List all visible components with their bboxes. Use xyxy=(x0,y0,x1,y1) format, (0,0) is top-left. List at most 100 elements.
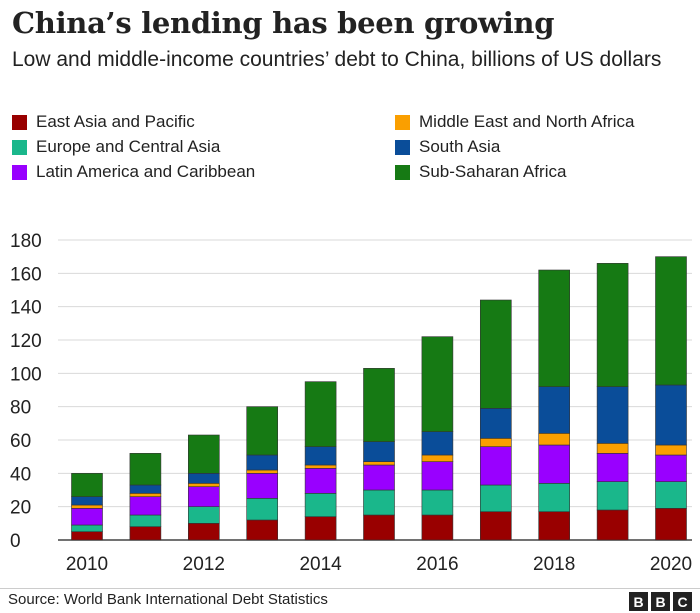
legend-item: East Asia and Pacific xyxy=(12,112,195,132)
bar-segment xyxy=(538,269,571,387)
legend-swatch xyxy=(395,114,410,130)
legend-item: Sub-Saharan Africa xyxy=(395,162,566,182)
bar-segment xyxy=(479,484,512,512)
bar-segment xyxy=(655,256,687,386)
bar-segment xyxy=(479,511,512,541)
legend-label: Latin America and Caribbean xyxy=(36,162,256,181)
bar-segment xyxy=(596,453,629,482)
bar-segment xyxy=(246,473,278,499)
bar-segment xyxy=(421,489,454,516)
bbc-logo-letter: C xyxy=(673,592,692,611)
bar-segment xyxy=(538,483,571,512)
bar-segment xyxy=(246,469,278,474)
bar-segment xyxy=(538,444,571,484)
bar-segment xyxy=(421,454,454,462)
bbc-logo-letter: B xyxy=(629,592,648,611)
y-tick-label: 0 xyxy=(10,531,21,552)
bar-segment xyxy=(363,461,395,466)
bar-segment xyxy=(538,386,571,434)
bar-segment xyxy=(129,484,162,494)
bar-segment xyxy=(304,468,337,494)
footer-divider xyxy=(0,588,700,589)
bar-segment xyxy=(421,431,454,456)
bar-segment xyxy=(129,496,162,516)
bar-segment xyxy=(246,519,278,541)
legend-item: Europe and Central Asia xyxy=(12,137,220,157)
bar-segment xyxy=(538,433,571,446)
chart-subtitle: Low and middle-income countries’ debt to… xyxy=(12,48,662,71)
legend-swatch xyxy=(12,164,27,180)
y-tick-label: 140 xyxy=(10,298,42,319)
y-tick-label: 160 xyxy=(10,264,42,285)
bar-segment xyxy=(363,441,395,462)
chart-title: China’s lending has been growing xyxy=(12,6,555,40)
x-tick-label: 2010 xyxy=(66,554,108,575)
bar-segment xyxy=(363,368,395,442)
bar-segment xyxy=(129,493,162,497)
bar-segment xyxy=(71,531,103,541)
legend-label: Sub-Saharan Africa xyxy=(419,162,567,181)
legend-label: East Asia and Pacific xyxy=(36,112,195,131)
bar-segment xyxy=(71,496,103,506)
bar-segment xyxy=(246,498,278,521)
bar-segment xyxy=(246,454,278,471)
bar-segment xyxy=(188,486,220,507)
bar-segment xyxy=(538,511,571,541)
bar-segment xyxy=(596,263,629,387)
legend-swatch xyxy=(395,139,410,155)
bar-segment xyxy=(655,508,687,541)
legend-label: South Asia xyxy=(419,137,501,156)
legend-swatch xyxy=(395,164,410,180)
bbc-logo: B B C xyxy=(629,592,692,611)
y-tick-label: 100 xyxy=(10,364,42,385)
bar-segment xyxy=(246,406,278,456)
bar-segment xyxy=(71,508,103,526)
bar-segment xyxy=(188,483,220,487)
bar-segment xyxy=(304,464,337,469)
y-tick-label: 20 xyxy=(10,498,31,519)
bar-segment xyxy=(655,454,687,482)
bar-segment xyxy=(188,473,220,484)
bar-segment xyxy=(129,526,162,541)
legend-label: Europe and Central Asia xyxy=(36,137,221,156)
bar-segment xyxy=(479,299,512,409)
bar-segment xyxy=(479,438,512,447)
stacked-bar-chart: 0 20 40 60 80 100 120 140 160 180 2010 2012 2014 2016… xyxy=(10,231,692,575)
bar-segment xyxy=(655,384,687,446)
bar-segment xyxy=(304,381,337,447)
bar-segment xyxy=(596,509,629,541)
bar-segment xyxy=(304,446,337,466)
bar-segment xyxy=(479,408,512,439)
bar-segment xyxy=(363,489,395,516)
bar-segment xyxy=(421,336,454,432)
bar-segment xyxy=(596,443,629,454)
legend-label: Middle East and North Africa xyxy=(419,112,635,131)
y-tick-label: 40 xyxy=(10,464,31,485)
bar-segment xyxy=(304,493,337,517)
y-tick-label: 80 xyxy=(10,398,31,419)
bar-segment xyxy=(129,514,162,527)
bar-segment xyxy=(71,524,103,532)
bar-segment xyxy=(363,514,395,541)
legend: East Asia and Pacific Europe and Central … xyxy=(12,112,692,192)
x-tick-label: 2016 xyxy=(416,554,458,575)
legend-swatch xyxy=(12,139,27,155)
y-tick-label: 180 xyxy=(10,231,42,252)
bar-segment xyxy=(421,514,454,541)
x-tick-label: 2018 xyxy=(533,554,575,575)
bar-segment xyxy=(71,473,103,497)
bar-segment xyxy=(188,506,220,524)
y-tick-label: 120 xyxy=(10,331,42,352)
bbc-logo-letter: B xyxy=(651,592,670,611)
bar-segment xyxy=(71,504,103,509)
legend-item: Latin America and Caribbean xyxy=(12,162,255,182)
bar-segment xyxy=(655,481,687,509)
source-note: Source: World Bank International Debt St… xyxy=(8,591,328,608)
bar-segment xyxy=(188,523,220,541)
x-tick-label: 2014 xyxy=(299,554,342,575)
legend-item: Middle East and North Africa xyxy=(395,112,634,132)
bar-segment xyxy=(129,453,162,486)
bar-segment xyxy=(363,464,395,491)
bar-segment xyxy=(655,444,687,456)
x-tick-label: 2020 xyxy=(650,554,692,575)
